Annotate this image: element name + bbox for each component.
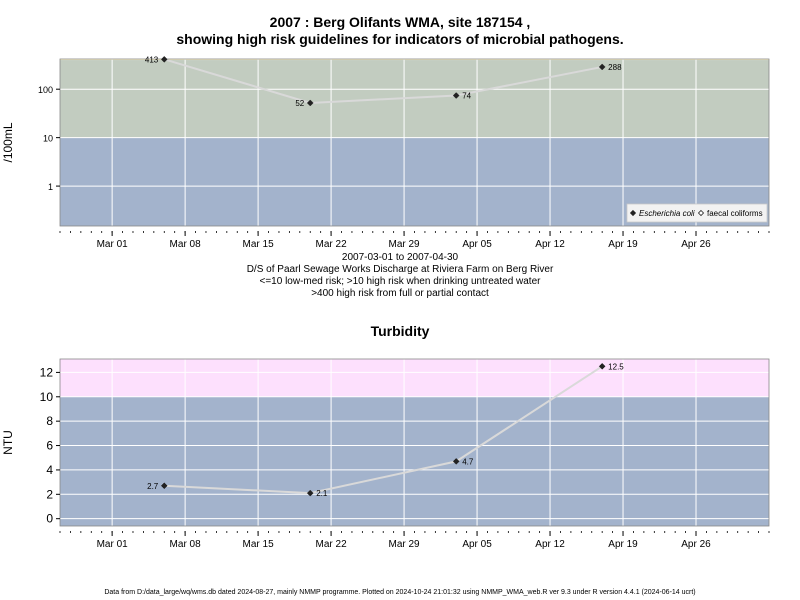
data-label: 4.7 — [462, 457, 474, 466]
data-point — [598, 362, 606, 370]
chart-title-line1: 2007 : Berg Olifants WMA, site 187154 , — [269, 14, 531, 30]
x-tick-label: Mar 08 — [170, 539, 202, 550]
turbidity-title: Turbidity — [370, 323, 430, 339]
x-tick-label: Mar 15 — [243, 539, 275, 550]
data-point — [306, 489, 314, 497]
x-tick-label: Mar 29 — [389, 539, 421, 550]
series-line-0 — [164, 365, 603, 495]
y-tick-label: 1 — [48, 182, 53, 192]
caption-line-1: 2007-03-01 to 2007-04-30 — [341, 252, 459, 263]
caption-line-2: D/S of Paarl Sewage Works Discharge at R… — [246, 264, 554, 275]
data-label: 2.7 — [147, 482, 159, 491]
risk-band-1 — [60, 359, 769, 397]
data-point — [452, 92, 460, 99]
data-label: 74 — [462, 92, 471, 101]
y-axis-label: NTU — [1, 430, 15, 455]
data-point — [306, 99, 314, 107]
x-tick-label: Apr 19 — [608, 539, 638, 550]
x-tick-label: Mar 08 — [170, 239, 202, 250]
turbidity-chart: 0 2 4 6 8 10 12 Mar 01 Mar 08 Mar 15 Mar 22 Mar 29 A… — [1, 358, 770, 550]
data-point — [160, 56, 168, 63]
x-tick-label: Mar 22 — [316, 539, 348, 550]
data-label: 413 — [145, 55, 159, 64]
data-label: 2.1 — [316, 489, 328, 498]
footer-note: Data from D:/data_large/wq/wms.db dated … — [104, 589, 696, 596]
plot-frame — [59, 58, 770, 227]
y-tick-label: 10 — [43, 134, 53, 144]
caption-line-3: <=10 low-med risk; >10 high risk when dr… — [259, 276, 541, 287]
legend-label: faecal coliforms — [707, 209, 763, 218]
data-label: 52 — [295, 99, 304, 108]
x-tick-label: Apr 19 — [608, 239, 638, 250]
microbial-chart: 1 10 100 Mar 01 Mar 08 Mar 15 Mar 22 Mar 29 Apr … — [1, 55, 770, 250]
x-tick-label: Apr 26 — [681, 539, 711, 550]
legend-box — [626, 203, 768, 223]
y-tick-label: 12 — [40, 365, 54, 379]
x-tick-label: Mar 22 — [316, 239, 348, 250]
y-tick-label: 8 — [46, 414, 53, 428]
x-tick-label: Apr 12 — [535, 239, 565, 250]
data-point — [598, 63, 606, 71]
data-label: 12.5 — [608, 362, 624, 371]
risk-band-0 — [60, 396, 769, 526]
plot-frame — [59, 358, 770, 527]
data-label: 288 — [608, 63, 622, 72]
risk-band-2 — [60, 59, 769, 61]
legend-marker-1 — [697, 209, 705, 217]
y-tick-label: 2 — [46, 487, 53, 501]
x-tick-label: Mar 01 — [97, 239, 129, 250]
x-tick-label: Apr 05 — [462, 539, 492, 550]
y-tick-label: 100 — [38, 85, 53, 95]
x-tick-label: Apr 26 — [681, 239, 711, 250]
x-tick-label: Apr 05 — [462, 239, 492, 250]
x-tick-label: Mar 15 — [243, 239, 275, 250]
x-tick-label: Apr 12 — [535, 539, 565, 550]
y-tick-label: 4 — [46, 463, 53, 477]
data-point — [160, 482, 168, 490]
caption-line-4: >400 high risk from full or partial cont… — [311, 288, 489, 299]
y-axis-label: /100mL — [1, 122, 15, 162]
series-line-0 — [163, 58, 603, 104]
chart-title-line2: showing high risk guidelines for indicat… — [176, 31, 624, 47]
y-tick-label: 6 — [46, 439, 53, 453]
legend-label: Escherichia coli — [639, 209, 695, 218]
y-tick-label: 0 — [46, 512, 53, 526]
risk-band-1 — [60, 60, 769, 138]
legend-marker-0 — [629, 209, 637, 217]
data-point — [452, 458, 460, 465]
x-tick-label: Mar 01 — [97, 539, 129, 550]
y-tick-label: 10 — [40, 390, 54, 404]
x-tick-label: Mar 29 — [389, 239, 421, 250]
